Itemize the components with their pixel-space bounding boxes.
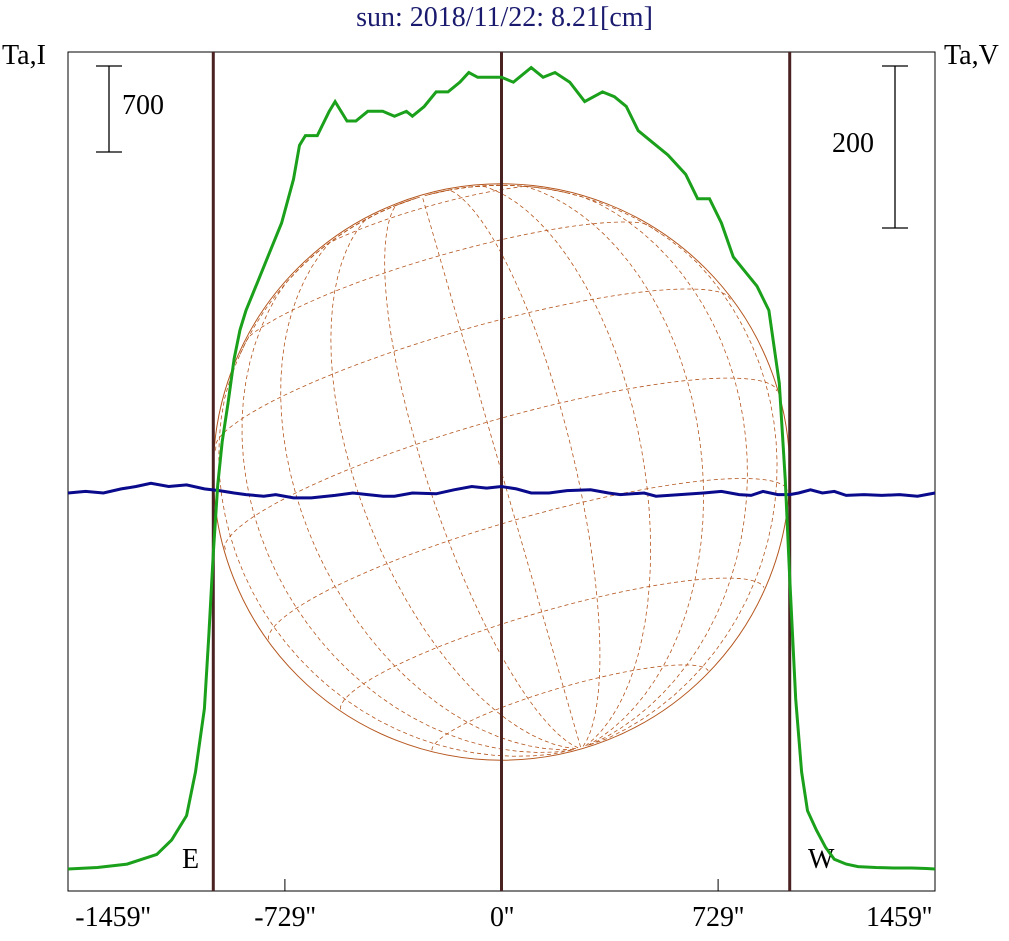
grid-meridian bbox=[424, 189, 601, 747]
grid-meridian bbox=[431, 184, 778, 746]
west-limb-label: W bbox=[808, 844, 835, 875]
grid-meridian bbox=[426, 186, 652, 747]
grid-parallel bbox=[340, 577, 765, 710]
grid-parallel bbox=[431, 664, 709, 751]
left-scale-bar-label: 700 bbox=[122, 90, 164, 121]
grid-parallel bbox=[268, 478, 789, 640]
chart-title: sun: 2018/11/22: 8.21[cm] bbox=[356, 2, 653, 33]
grid-parallel bbox=[224, 377, 777, 550]
x-tick-label: 1459'' bbox=[865, 902, 933, 933]
grid-meridian bbox=[421, 196, 581, 748]
grid-meridian bbox=[280, 198, 574, 751]
series-ta-i-line bbox=[67, 65, 936, 871]
east-limb-label: E bbox=[182, 844, 200, 875]
right-axis-label: Ta,V bbox=[944, 40, 999, 71]
x-tick-label: 0'' bbox=[489, 902, 515, 933]
left-axis-label: Ta,I bbox=[2, 40, 46, 71]
grid-meridian bbox=[428, 184, 704, 746]
grid-meridian bbox=[384, 196, 579, 749]
x-tick-label: 729'' bbox=[691, 902, 745, 933]
right-scale-bar-label: 200 bbox=[832, 128, 874, 159]
x-tick-label: -729'' bbox=[254, 902, 316, 933]
limb-lines bbox=[211, 52, 792, 891]
grid-parallel bbox=[215, 288, 733, 451]
x-tick-label: -1459'' bbox=[75, 902, 151, 933]
grid-parallel bbox=[239, 221, 661, 355]
grid-parallel bbox=[295, 186, 571, 273]
scale-bars bbox=[96, 65, 908, 229]
grid-meridian bbox=[218, 198, 572, 757]
grid-meridian bbox=[330, 197, 576, 750]
solar-disk bbox=[212, 183, 791, 761]
grid-meridian bbox=[430, 184, 748, 746]
